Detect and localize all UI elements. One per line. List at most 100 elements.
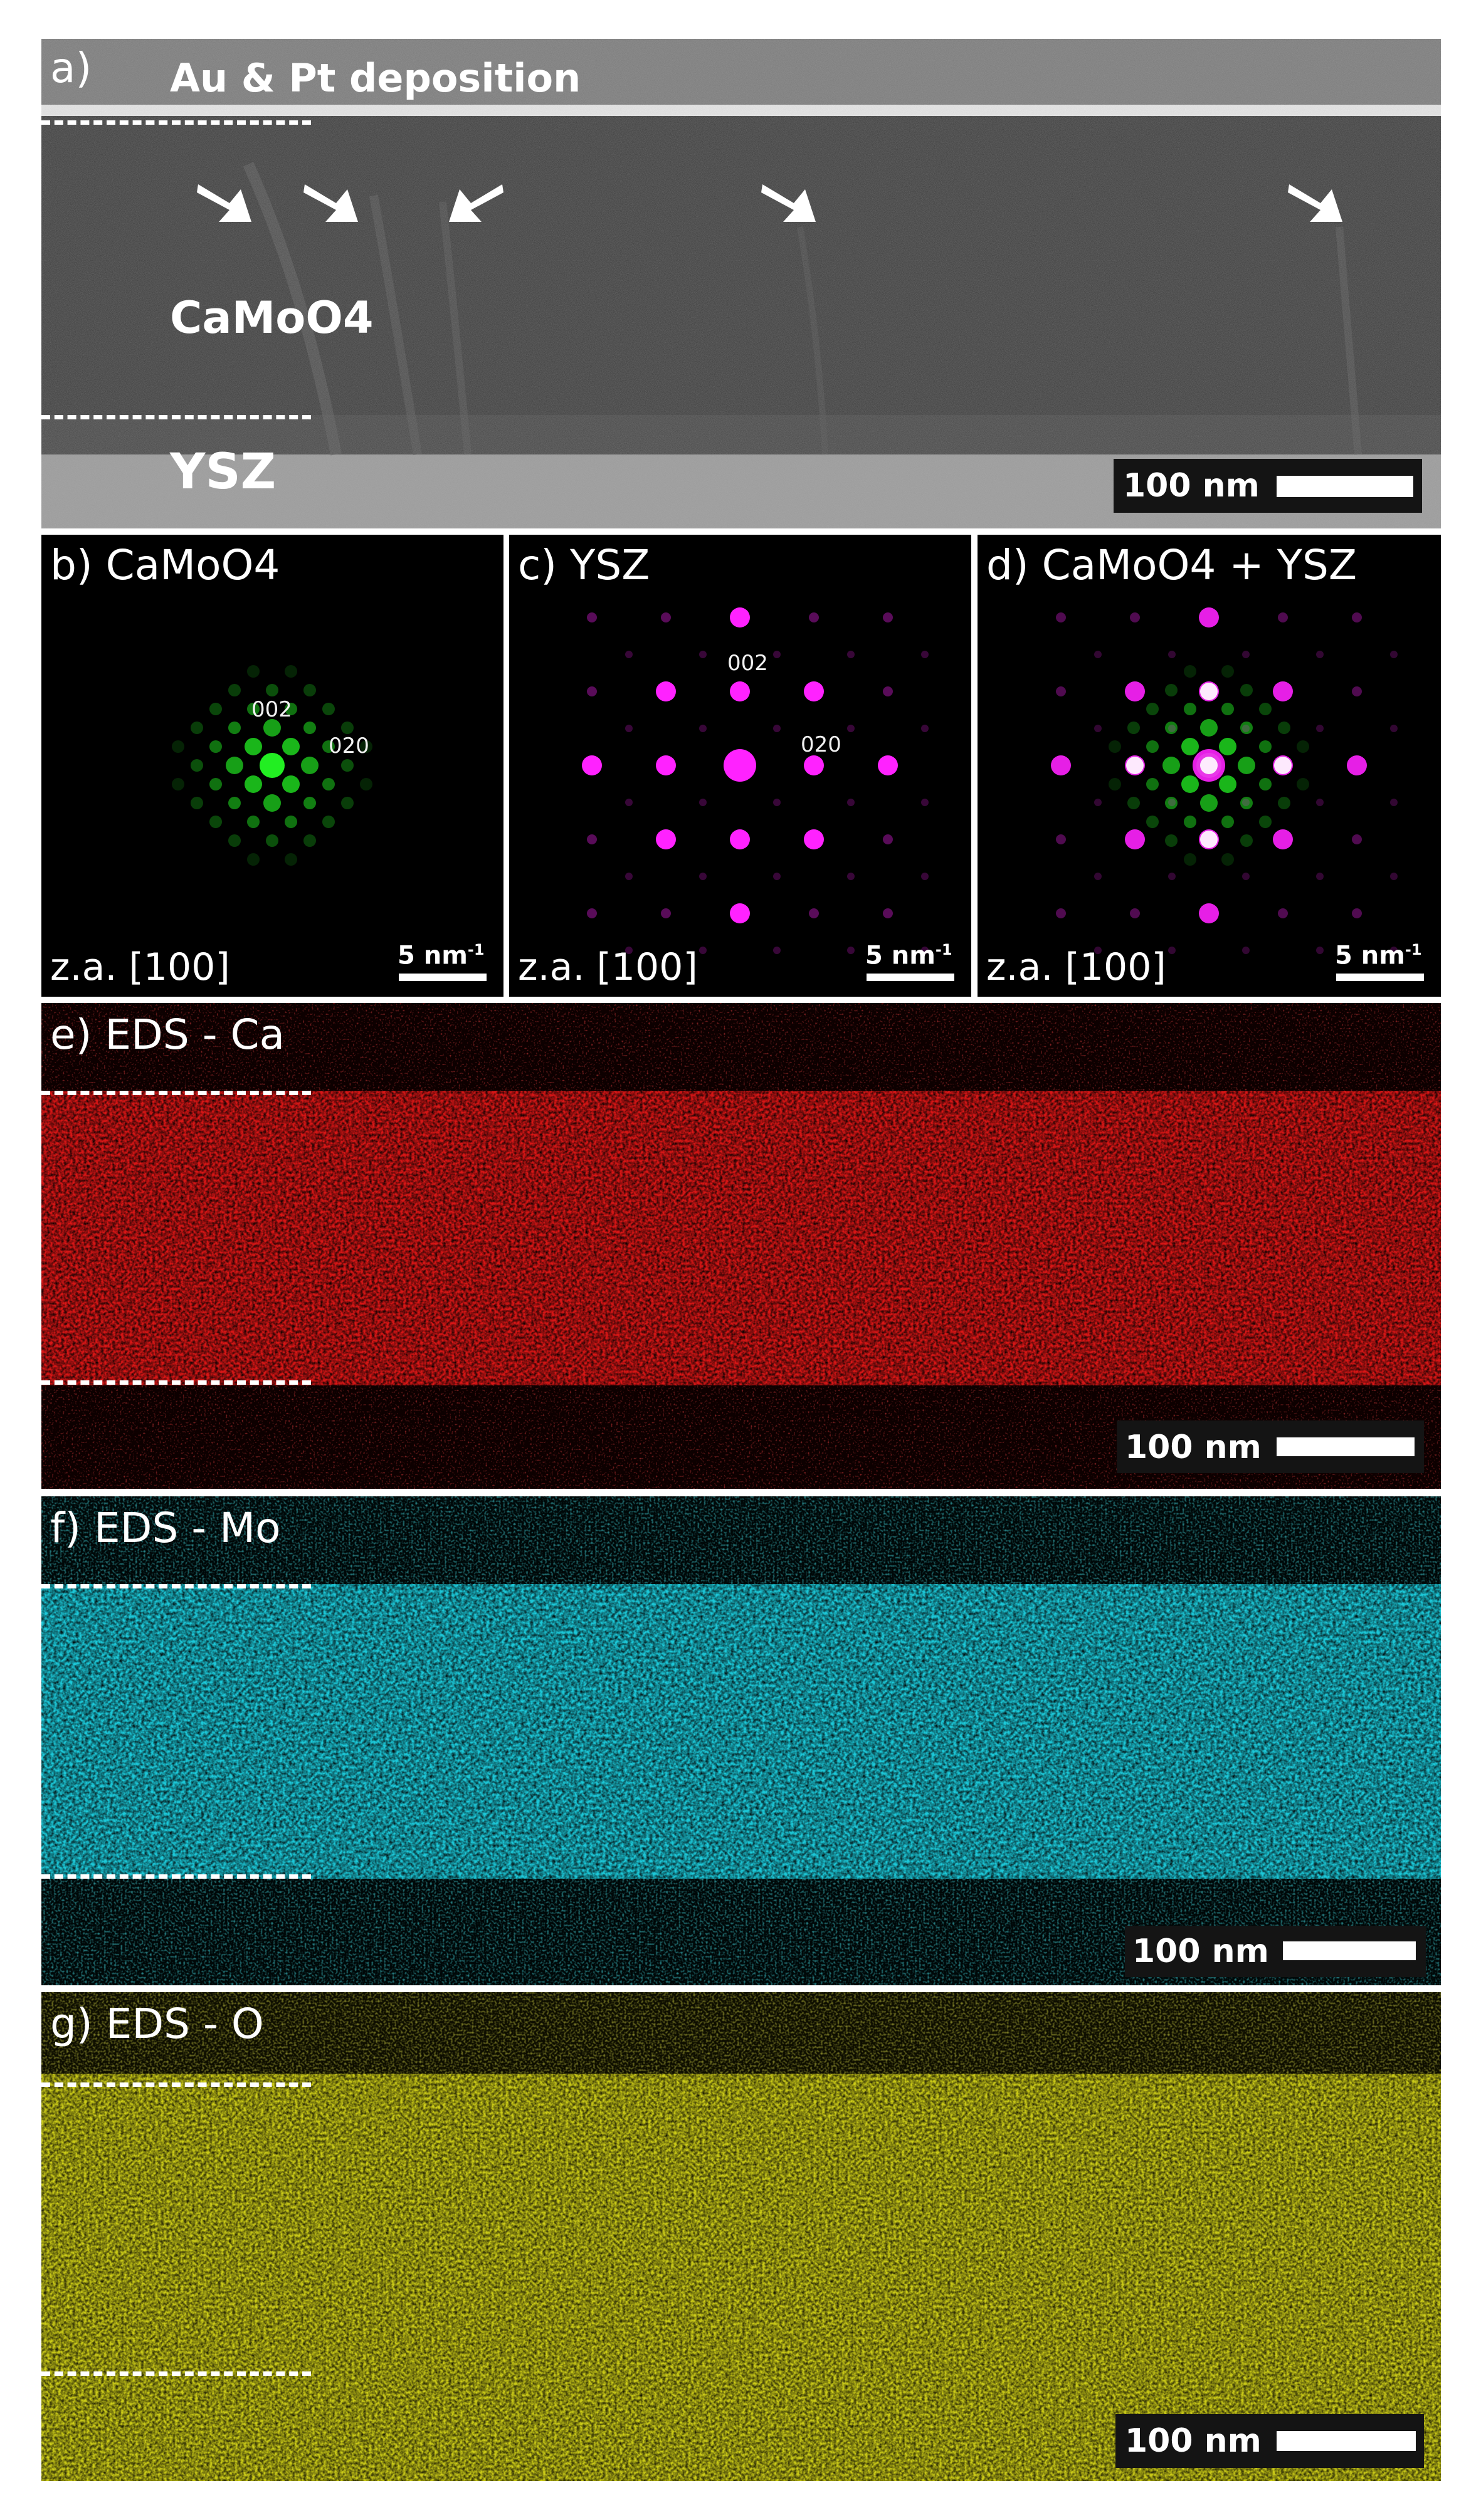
- camoo4-diffraction-spot: [1200, 719, 1218, 737]
- camoo4-diffraction-spot: [360, 740, 372, 753]
- camoo4-diffraction-spot: [191, 797, 203, 809]
- panel-e-eds-ca: e) EDS - Ca 100 nm: [41, 1003, 1441, 1489]
- camoo4-diffraction-spot: [1221, 816, 1234, 828]
- ysz-weak-spot: [625, 947, 633, 954]
- ysz-diffraction-spot: [1347, 755, 1367, 775]
- ysz-diffraction-spot: [809, 908, 819, 918]
- ysz-weak-spot: [1316, 799, 1324, 806]
- camoo4-diffraction-spot: [322, 703, 335, 715]
- scale-bar-d: [1336, 974, 1424, 981]
- camoo4-diffraction-spot: [285, 703, 297, 715]
- camoo4-diffraction-spot: [1259, 816, 1272, 828]
- scale-text-c: 5 nm-1: [865, 942, 952, 968]
- scale-text-f: 100 nm: [1132, 1933, 1269, 1970]
- camoo4-diffraction-spot: [209, 740, 222, 753]
- ysz-diffraction-spot: [878, 755, 898, 775]
- ysz-diffraction-spot: [1056, 834, 1066, 844]
- ysz-diffraction-spot: [883, 686, 893, 696]
- camoo4-diffraction-spot: [172, 740, 184, 753]
- ysz-weak-spot: [773, 651, 781, 658]
- ysz-weak-spot: [699, 873, 707, 880]
- camoo4-diffraction-spot: [209, 816, 222, 828]
- ysz-weak-spot: [1316, 725, 1324, 732]
- camoo4-diffraction-spot: [301, 757, 319, 774]
- spot-index-020-c: 020: [801, 732, 841, 757]
- camoo4-diffraction-spot: [1240, 834, 1253, 847]
- camoo4-diffraction-spot: [1165, 684, 1178, 696]
- camoo4-diffraction-spot: [1219, 775, 1236, 793]
- ysz-diffraction-spot: [730, 903, 750, 923]
- ysz-weak-spot: [699, 799, 707, 806]
- camoo4-diffraction-spot: [1165, 797, 1178, 809]
- overlap-spot: [1274, 757, 1292, 774]
- scale-text-a: 100 nm: [1123, 467, 1260, 505]
- ysz-weak-spot: [1168, 725, 1176, 732]
- camoo4-diffraction-spot: [247, 665, 260, 678]
- panel-b-diffraction: b) CaMoO4 002 020 z.a. [100] 5 nm-1: [41, 535, 503, 997]
- camoo4-diffraction-spot: [1181, 738, 1199, 755]
- ysz-weak-spot: [1242, 873, 1250, 880]
- ysz-diffraction-spot: [1056, 686, 1066, 696]
- eds-map-o: [41, 1992, 1441, 2481]
- ysz-diffraction-spot: [1352, 612, 1362, 622]
- panel-f-eds-mo: f) EDS - Mo 100 nm: [41, 1496, 1441, 1985]
- panel-e-label: e) EDS - Ca: [50, 1011, 285, 1059]
- ysz-diffraction-spot: [1352, 908, 1362, 918]
- ysz-weak-spot: [1094, 651, 1102, 658]
- camoo4-diffraction-spot: [260, 753, 285, 778]
- ysz-diffraction-spot: [730, 681, 750, 701]
- scale-bar-c: [867, 974, 954, 981]
- interface-dash-top: [41, 120, 311, 125]
- camoo4-diffraction-spot: [282, 775, 300, 793]
- ysz-weak-spot: [773, 725, 781, 732]
- ysz-diffraction-spot: [1199, 607, 1219, 627]
- overlap-spot: [1126, 757, 1144, 774]
- camoo4-diffraction-spot: [1259, 703, 1272, 715]
- camoo4-diffraction-spot: [191, 722, 203, 734]
- ysz-weak-spot: [1094, 947, 1102, 954]
- panel-g-label: g) EDS - O: [50, 2000, 264, 2048]
- ysz-weak-spot: [1094, 873, 1102, 880]
- camoo4-diffraction-spot: [247, 703, 260, 715]
- interface-dash-bottom: [41, 415, 311, 419]
- ysz-diffraction-spot: [661, 612, 671, 622]
- ysz-weak-spot: [773, 873, 781, 880]
- camoo4-diffraction-spot: [172, 778, 184, 790]
- ysz-diffraction-spot: [804, 681, 824, 701]
- ysz-diffraction-spot: [1352, 834, 1362, 844]
- camoo4-diffraction-spot: [191, 759, 203, 772]
- camoo4-diffraction-spot: [228, 722, 241, 734]
- eds-map-mo: [41, 1496, 1441, 1985]
- camoo4-diffraction-spot: [1127, 797, 1140, 809]
- scale-exp-c: -1: [935, 941, 952, 958]
- scale-text-g: 100 nm: [1125, 2422, 1262, 2460]
- spot-index-002-b: 002: [251, 697, 292, 722]
- ysz-diffraction-spot: [1125, 681, 1145, 701]
- scale-text-b: 5 nm-1: [398, 942, 485, 968]
- camoo4-diffraction-spot: [1109, 778, 1121, 790]
- ysz-diffraction-spot: [804, 829, 824, 849]
- ysz-weak-spot: [773, 799, 781, 806]
- scale-value-b: 5 nm: [398, 941, 468, 970]
- ysz-weak-spot: [1390, 725, 1398, 732]
- ysz-weak-spot: [625, 725, 633, 732]
- ysz-diffraction-spot: [883, 612, 893, 622]
- camoo4-diffraction-spot: [1146, 816, 1159, 828]
- camoo4-diffraction-spot: [1146, 740, 1159, 753]
- camoo4-diffraction-spot: [1259, 740, 1272, 753]
- panel-f-label: f) EDS - Mo: [50, 1504, 281, 1552]
- ysz-weak-spot: [847, 799, 855, 806]
- ysz-diffraction-spot: [661, 908, 671, 918]
- ysz-weak-spot: [625, 873, 633, 880]
- dash-bottom-g: [41, 2371, 311, 2376]
- ysz-weak-spot: [1390, 873, 1398, 880]
- camoo4-diffraction-spot: [1109, 740, 1121, 753]
- camoo4-diffraction-spot: [341, 797, 354, 809]
- camoo4-diffraction-spot: [1221, 853, 1234, 866]
- camoo4-diffraction-spot: [1221, 665, 1234, 678]
- camoo4-diffraction-spot: [263, 719, 281, 737]
- camoo4-diffraction-spot: [285, 853, 297, 866]
- ysz-weak-spot: [847, 947, 855, 954]
- ysz-diffraction-spot: [1056, 612, 1066, 622]
- ysz-diffraction-spot: [1056, 908, 1066, 918]
